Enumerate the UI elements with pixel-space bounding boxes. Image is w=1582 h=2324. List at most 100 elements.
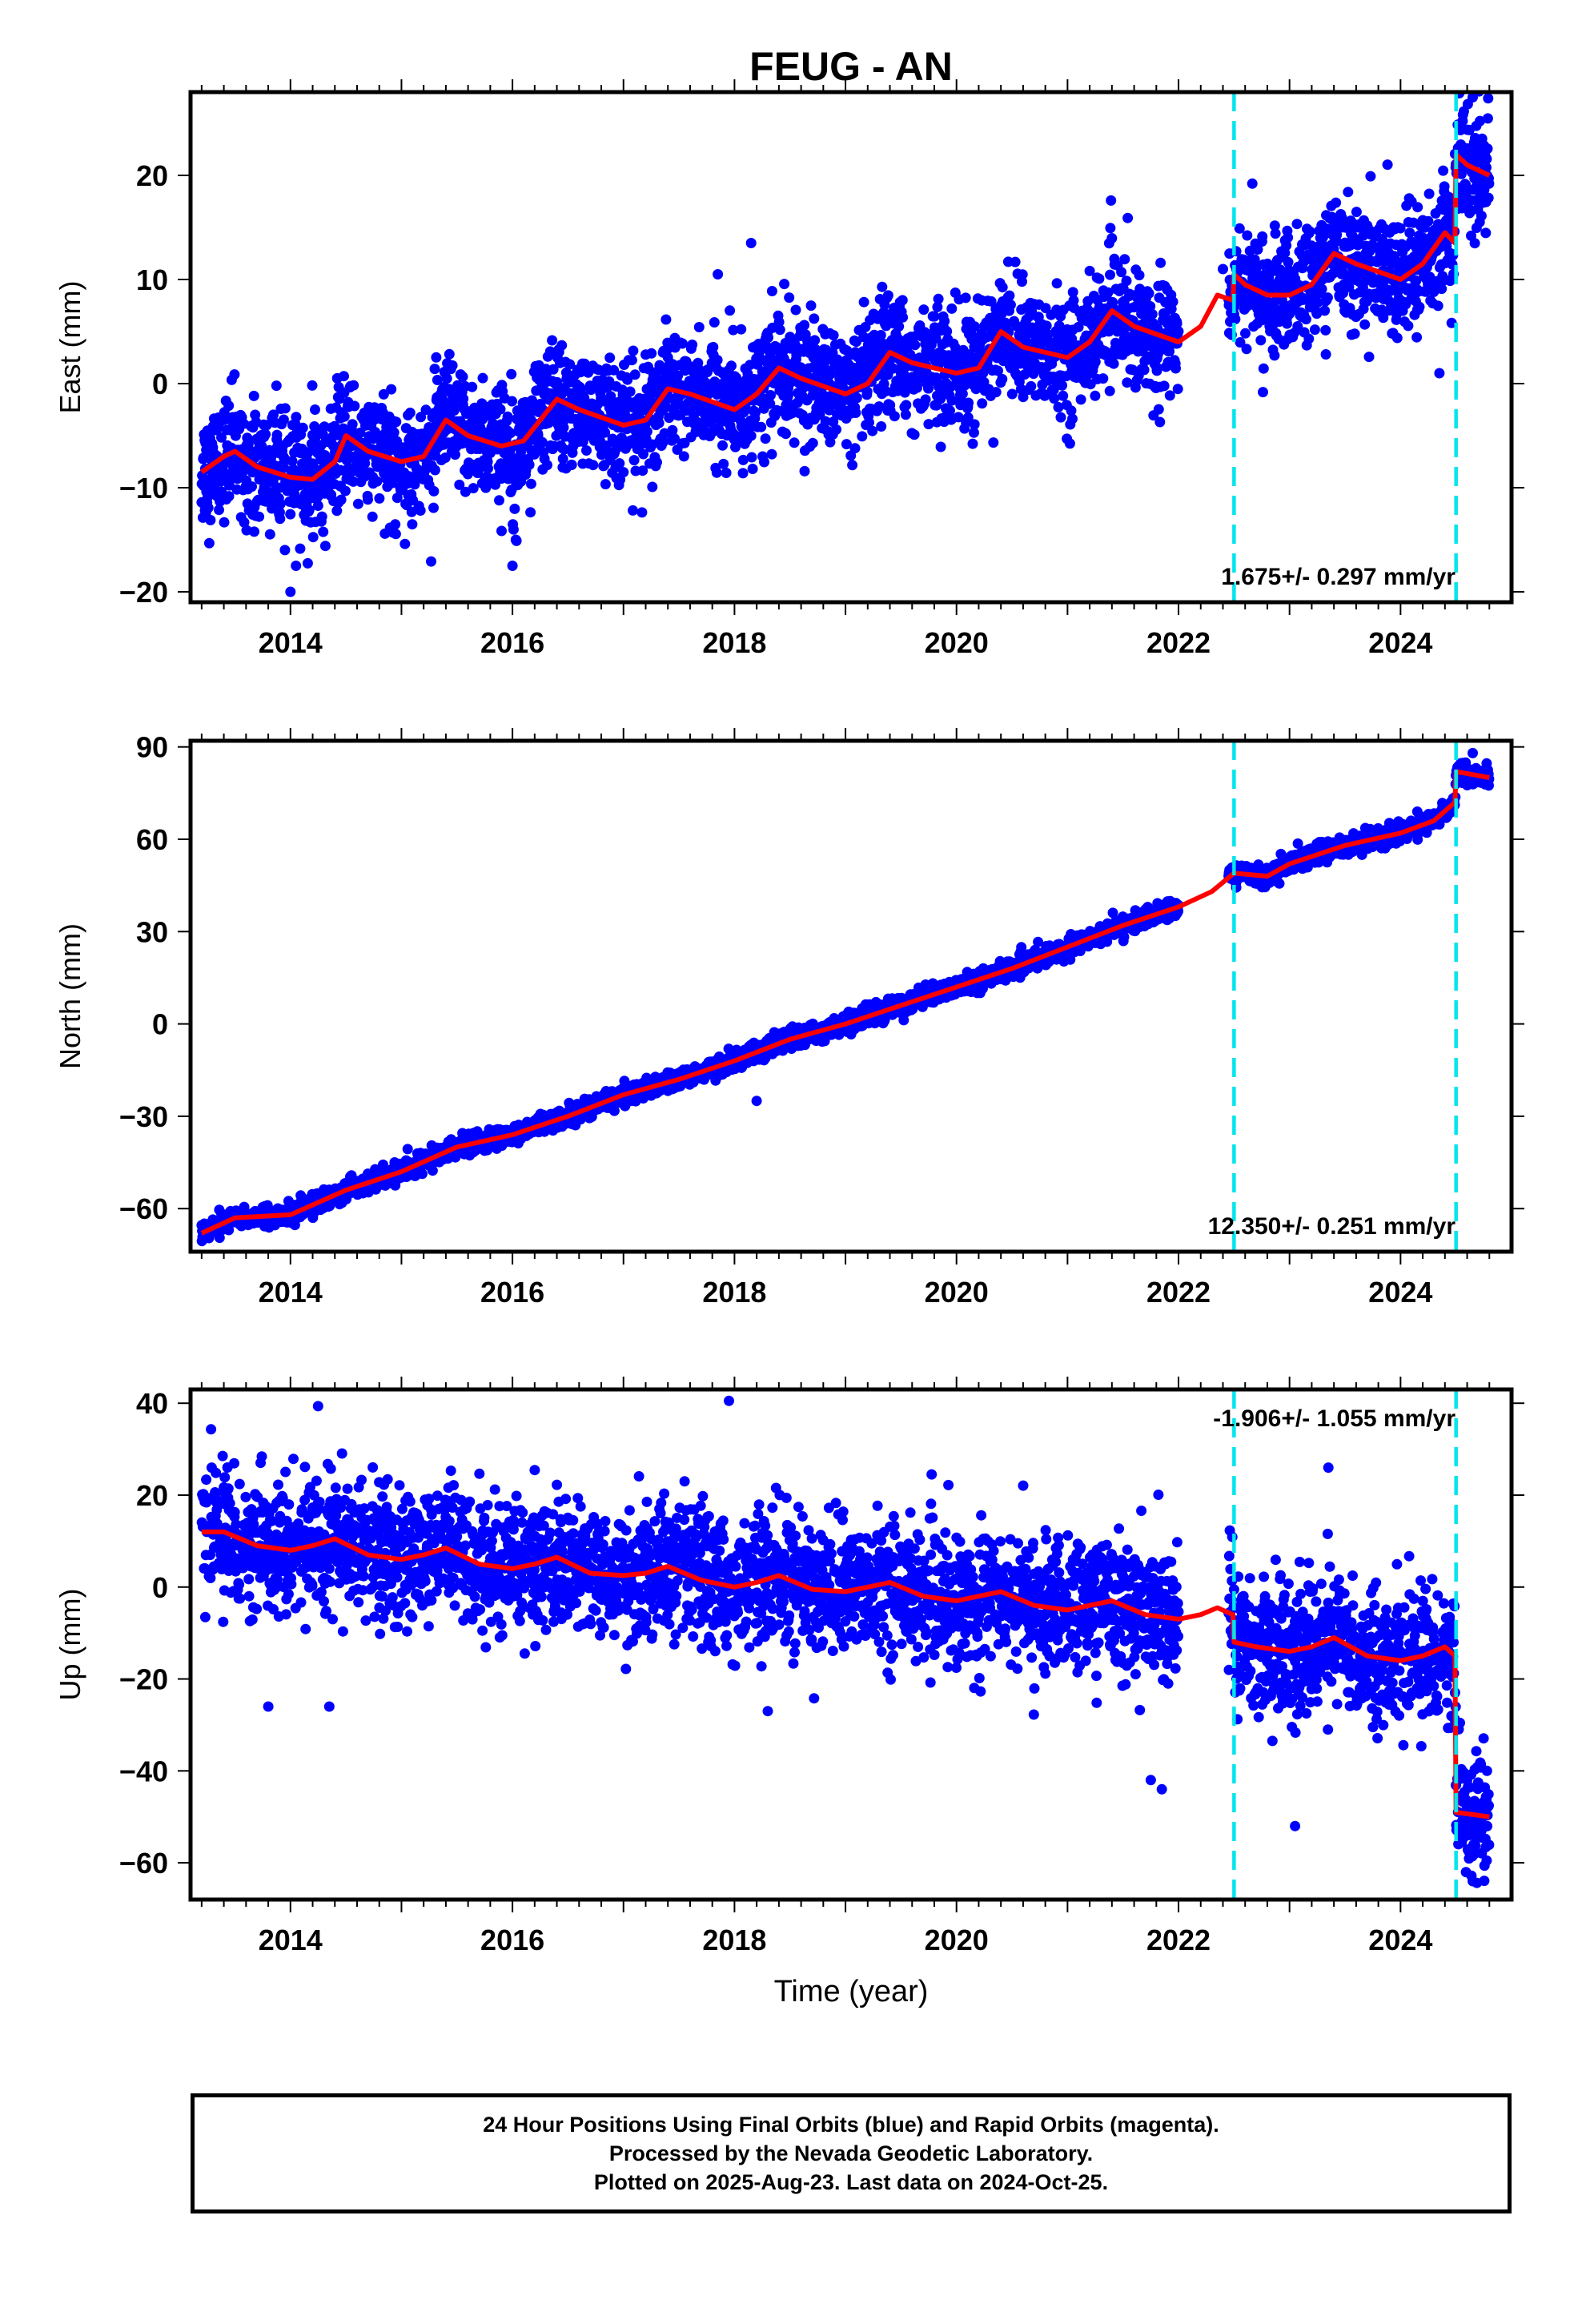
east-point bbox=[946, 395, 958, 406]
east-point bbox=[760, 433, 771, 444]
east-point bbox=[969, 427, 979, 438]
east-point bbox=[390, 529, 401, 540]
east-point bbox=[581, 445, 592, 456]
east-point bbox=[1252, 244, 1263, 255]
east-point bbox=[805, 300, 817, 312]
east-point bbox=[1051, 278, 1062, 289]
east-point bbox=[1122, 212, 1134, 223]
east-point bbox=[920, 394, 931, 405]
north-point bbox=[214, 1232, 225, 1244]
north-points bbox=[196, 747, 1495, 1247]
east-x-tick-label: 2014 bbox=[259, 626, 323, 659]
east-point bbox=[1378, 312, 1389, 324]
east-point bbox=[307, 380, 318, 391]
east-point bbox=[1481, 154, 1492, 164]
east-point bbox=[441, 373, 452, 384]
east-point bbox=[600, 479, 611, 490]
east-point bbox=[1403, 320, 1414, 332]
east-point bbox=[1483, 93, 1494, 104]
east-point bbox=[494, 495, 504, 506]
east-point bbox=[1100, 346, 1111, 357]
north-point bbox=[223, 1224, 235, 1236]
east-y-tick-label: −10 bbox=[119, 472, 168, 505]
east-point bbox=[287, 456, 298, 467]
east-point bbox=[335, 494, 347, 505]
east-point bbox=[1058, 390, 1069, 401]
east-point bbox=[307, 532, 319, 543]
east-plot-area bbox=[196, 92, 1495, 597]
east-point bbox=[653, 417, 665, 428]
east-point bbox=[260, 428, 271, 440]
east-point bbox=[291, 561, 302, 571]
east-point bbox=[391, 416, 402, 428]
east-point bbox=[759, 456, 769, 468]
east-point bbox=[600, 427, 611, 438]
east-point bbox=[970, 321, 981, 332]
east-point bbox=[787, 408, 797, 419]
east-point bbox=[279, 545, 291, 556]
east-point bbox=[502, 411, 513, 422]
east-point bbox=[624, 386, 636, 397]
east-point bbox=[1164, 390, 1175, 401]
east-point bbox=[779, 279, 790, 290]
east-point bbox=[1404, 227, 1415, 239]
east-point bbox=[1269, 350, 1280, 361]
east-point bbox=[1412, 202, 1423, 213]
east-point bbox=[799, 320, 810, 331]
east-point bbox=[765, 398, 776, 409]
east-point bbox=[750, 407, 761, 418]
east-point bbox=[1098, 373, 1109, 384]
east-point bbox=[468, 483, 479, 494]
east-point bbox=[1173, 326, 1184, 337]
east-point bbox=[967, 438, 978, 449]
east-point bbox=[431, 352, 442, 363]
east-point bbox=[1106, 195, 1117, 206]
east-point bbox=[1411, 332, 1423, 343]
east-point bbox=[957, 388, 968, 400]
east-point bbox=[918, 304, 930, 316]
east-point bbox=[763, 332, 773, 343]
east-point bbox=[1438, 165, 1449, 176]
east-point bbox=[1281, 240, 1292, 251]
east-y-axis-label: East (mm) bbox=[54, 281, 86, 414]
east-point bbox=[1436, 283, 1447, 295]
east-point bbox=[428, 485, 440, 497]
east-point bbox=[1084, 265, 1095, 276]
east-point bbox=[548, 364, 559, 375]
east-point bbox=[460, 486, 471, 497]
east-point bbox=[678, 451, 689, 462]
east-point bbox=[1153, 404, 1164, 415]
east-point bbox=[636, 507, 648, 518]
east-point bbox=[347, 419, 358, 430]
east-point bbox=[693, 322, 705, 332]
east-point bbox=[316, 511, 327, 522]
east-point bbox=[426, 556, 436, 567]
east-point bbox=[1241, 344, 1252, 355]
east-point bbox=[1134, 270, 1145, 281]
east-point bbox=[331, 505, 343, 517]
east-point bbox=[1234, 223, 1245, 234]
east-point bbox=[1028, 368, 1039, 380]
east-point bbox=[525, 507, 536, 518]
east-point bbox=[1391, 332, 1403, 344]
east-point bbox=[1090, 390, 1101, 401]
east-point bbox=[661, 314, 672, 325]
east-point bbox=[809, 313, 820, 324]
north-plot-area bbox=[196, 747, 1495, 1247]
east-point bbox=[367, 511, 378, 522]
east-point bbox=[935, 441, 946, 452]
east-point bbox=[658, 436, 669, 448]
east-point bbox=[1269, 220, 1280, 231]
east-point bbox=[677, 338, 688, 349]
north-panel: 2014 2016 2018 2020 2022 2024−60−300306090Nor… bbox=[54, 728, 1524, 1309]
east-point bbox=[977, 398, 988, 409]
east-point bbox=[404, 408, 416, 418]
east-point bbox=[1171, 318, 1182, 329]
east-point bbox=[737, 468, 749, 479]
east-point bbox=[506, 368, 517, 380]
east-point bbox=[588, 460, 599, 471]
east-point bbox=[882, 290, 893, 301]
east-point bbox=[756, 421, 767, 432]
east-point bbox=[646, 348, 657, 359]
east-point bbox=[407, 519, 418, 530]
